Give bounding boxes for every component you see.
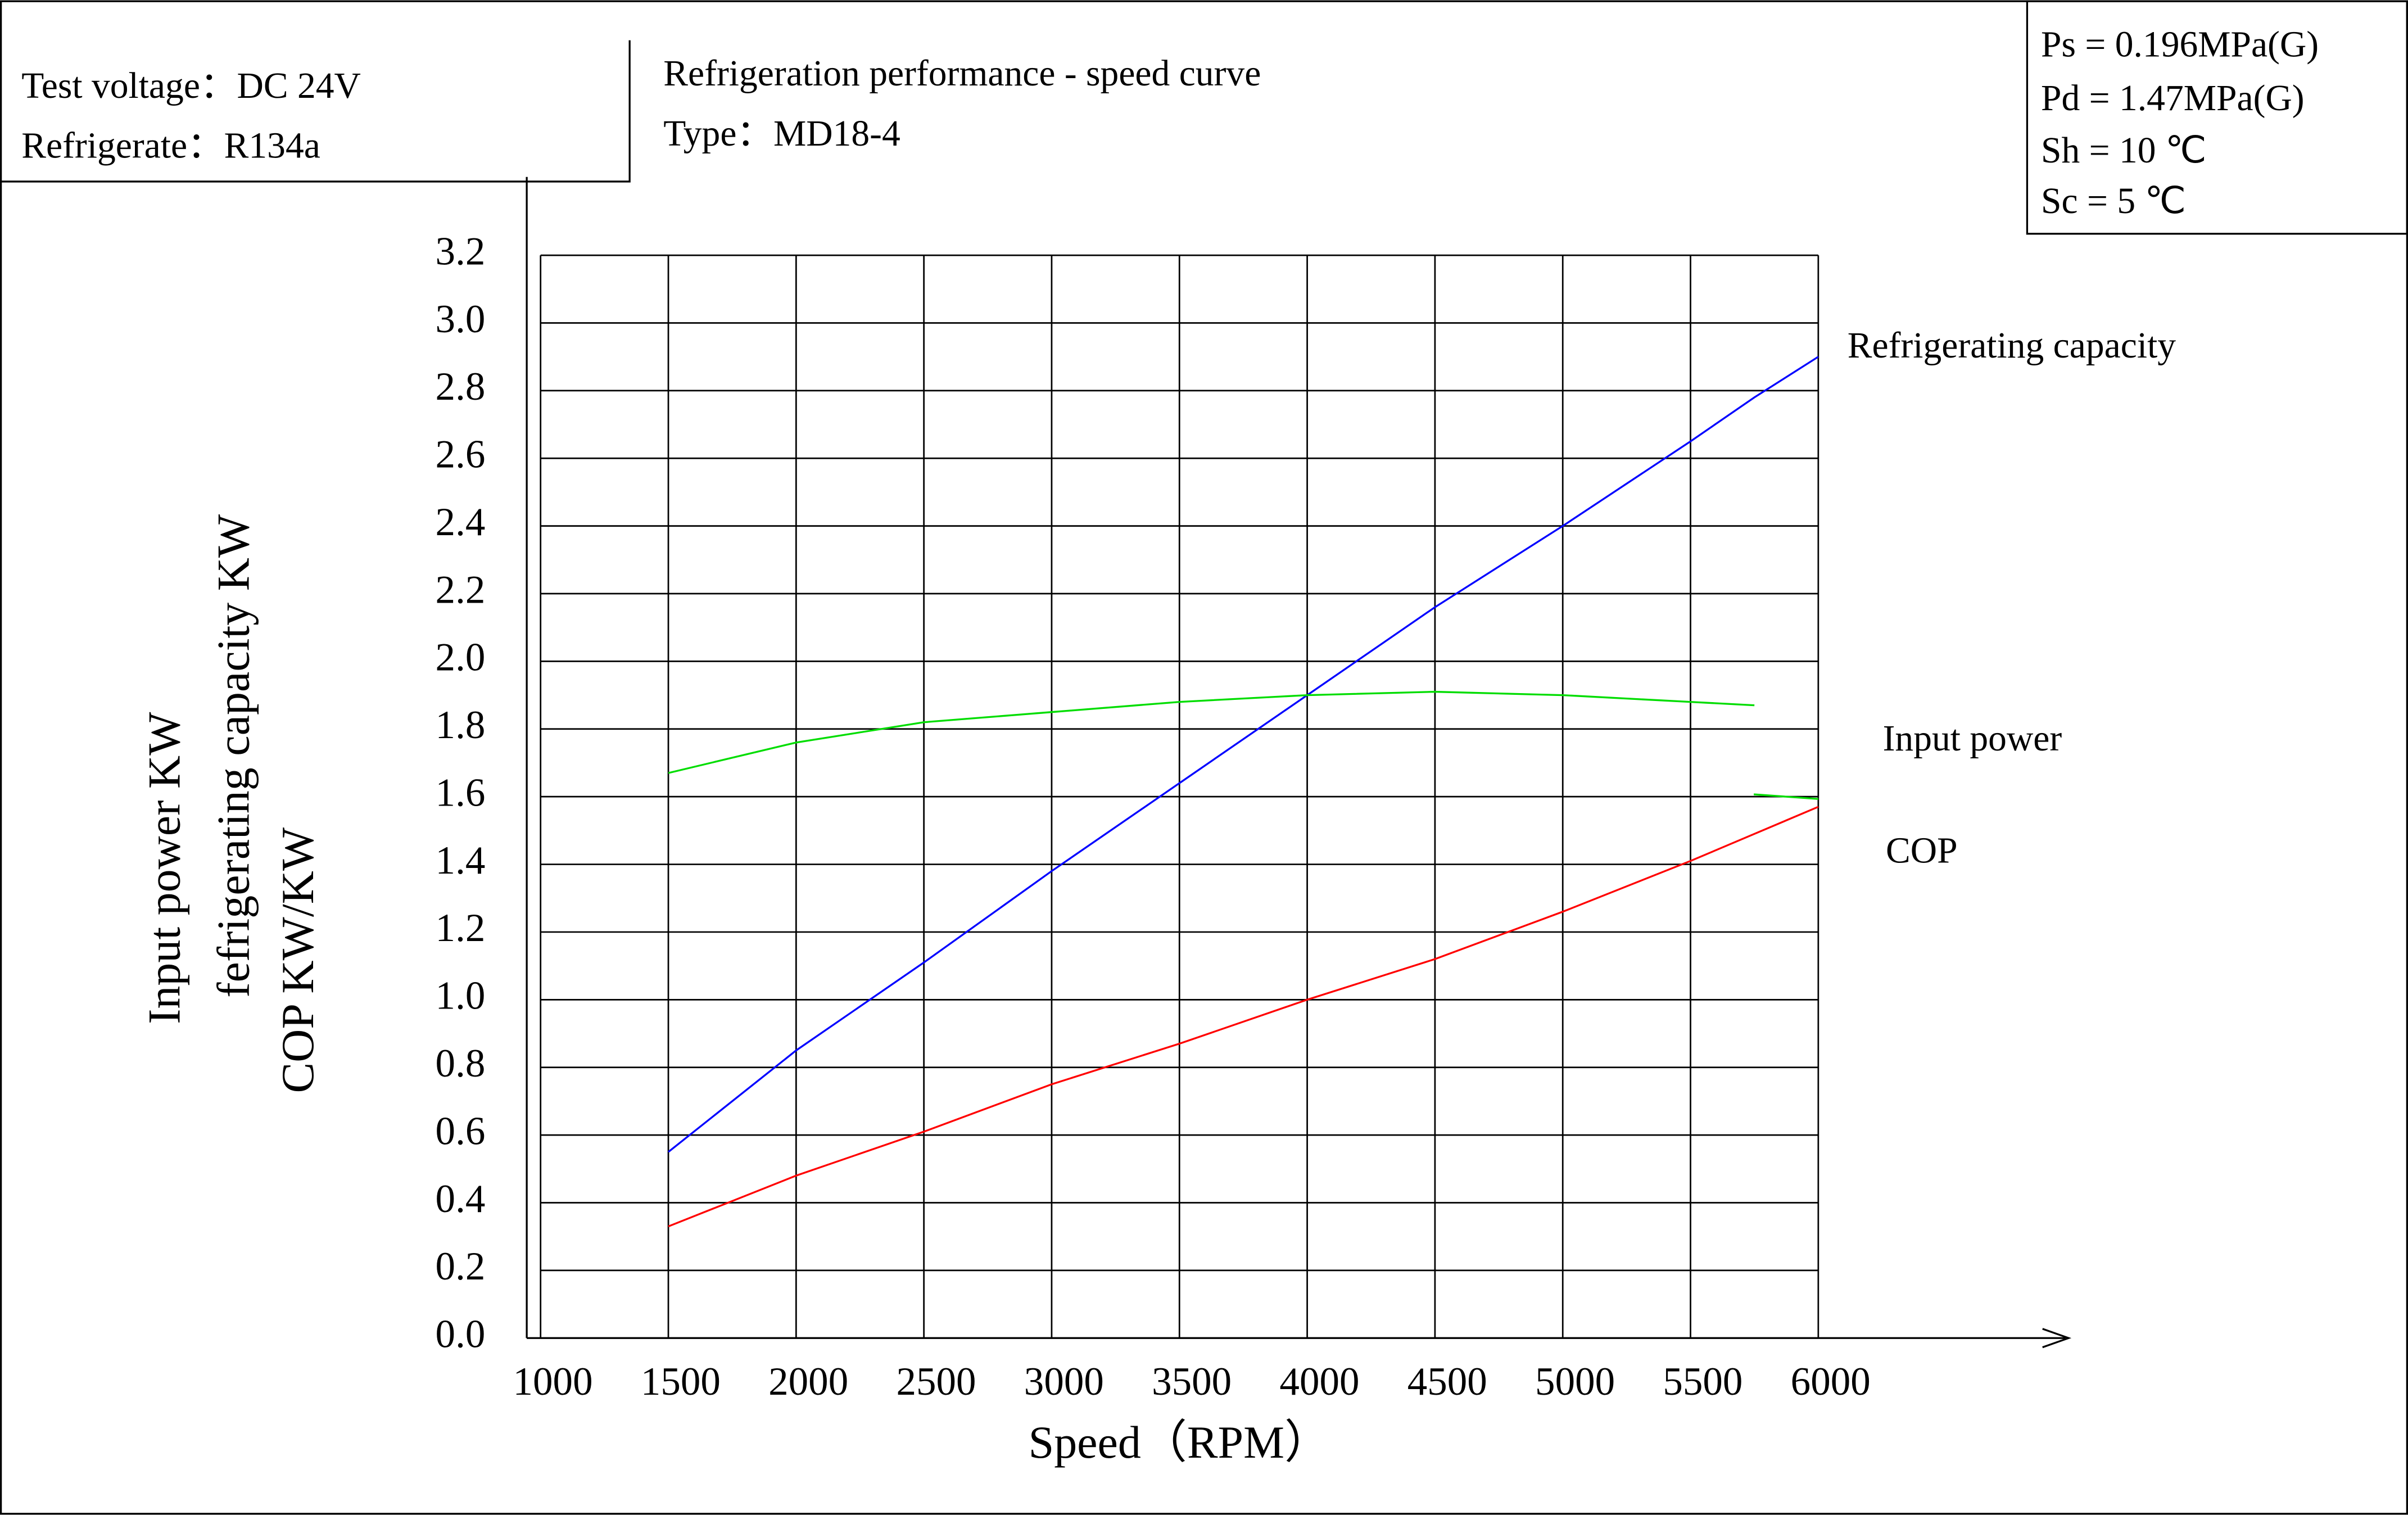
operating-box — [2026, 0, 2408, 235]
series-line — [668, 806, 1819, 1228]
y-tick-label: 0.6 — [436, 1109, 486, 1153]
chart-subtitle: Type：MD18-4 — [663, 114, 900, 154]
y-tick-label: 1.4 — [436, 839, 486, 883]
y-tick-label: 1.0 — [436, 974, 486, 1018]
y-tick-label: 2.6 — [436, 433, 486, 477]
y-tick-label: 2.4 — [436, 500, 486, 544]
y-tick-label: 3.2 — [436, 229, 486, 273]
x-tick-label: 4000 — [1279, 1360, 1359, 1404]
x-tick-label: 6000 — [1791, 1360, 1871, 1404]
operating-condition: Sh = 10 ℃ — [2041, 130, 2207, 171]
y-tick-label: 3.0 — [436, 297, 486, 341]
x-tick-label: 3500 — [1152, 1360, 1232, 1404]
series-line — [668, 690, 1755, 774]
y-axis-title: fefrigerating capacity KW — [207, 514, 259, 998]
y-axis-title: COP KW/KW — [272, 827, 323, 1093]
x-tick-label: 5000 — [1535, 1360, 1615, 1404]
x-tick-label: 2000 — [768, 1360, 848, 1404]
x-tick-label: 1500 — [641, 1360, 721, 1404]
x-axis-title: Speed（RPM） — [1029, 1417, 1330, 1468]
test-condition: Test voltage：DC 24V — [21, 66, 361, 106]
y-tick-label: 1.2 — [436, 906, 486, 950]
legend-key — [1753, 793, 1818, 800]
chart-title: Refrigeration performance - speed curve — [663, 53, 1261, 94]
y-tick-label: 0.2 — [436, 1245, 486, 1288]
operating-condition: Sc = 5 ℃ — [2041, 181, 2186, 221]
x-tick-label: 2500 — [896, 1360, 976, 1404]
y-tick-label: 0.0 — [436, 1313, 486, 1356]
x-tick-label: 5500 — [1663, 1360, 1742, 1404]
y-tick-label: 2.0 — [436, 636, 486, 680]
operating-condition: Pd = 1.47MPa(G) — [2041, 78, 2305, 119]
x-tick-label: 3000 — [1024, 1360, 1104, 1404]
series-label: Input power — [1883, 718, 2062, 759]
y-tick-label: 0.8 — [436, 1042, 486, 1086]
x-axis-arrow — [2042, 1328, 2072, 1349]
operating-condition: Ps = 0.196MPa(G) — [2041, 24, 2319, 65]
y-tick-label: 1.6 — [436, 771, 486, 815]
y-tick-label: 1.8 — [436, 703, 486, 747]
x-tick-label: 1000 — [513, 1360, 593, 1404]
y-tick-label: 2.8 — [436, 365, 486, 409]
conditions-box — [0, 40, 631, 183]
y-axis-title: Input power KW — [138, 712, 189, 1024]
test-condition: Refrigerate：R134a — [21, 126, 320, 166]
y-tick-label: 0.4 — [436, 1177, 486, 1221]
x-tick-label: 4500 — [1407, 1360, 1487, 1404]
y-tick-label: 2.2 — [436, 568, 486, 612]
series-label: Refrigerating capacity — [1848, 325, 2176, 366]
series-label: COP — [1886, 831, 1958, 871]
